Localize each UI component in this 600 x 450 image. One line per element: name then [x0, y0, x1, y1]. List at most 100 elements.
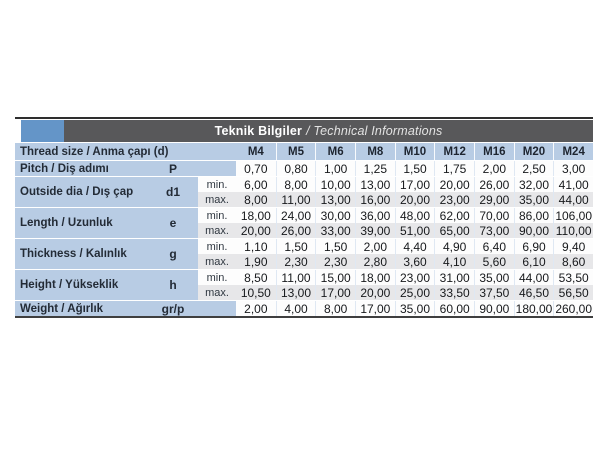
- value-cell: 2,50: [513, 161, 554, 176]
- value-cell: 90,00: [474, 301, 514, 316]
- max-value-cell: 33,00: [315, 223, 355, 238]
- max-value-cell: 16,00: [355, 192, 395, 207]
- max-value-cell: 8,00: [236, 192, 276, 207]
- min-value-cell: 24,00: [275, 208, 316, 223]
- value-cell: 17,00: [355, 301, 395, 316]
- value-cell: 1,50: [394, 161, 435, 176]
- row-label: Thickness / Kalınlık: [15, 239, 148, 269]
- min-value-cell: 15,00: [315, 270, 355, 285]
- value-cell: 1,25: [355, 161, 395, 176]
- min-value-cell: 44,00: [513, 270, 554, 285]
- column-header-m16: M16: [474, 143, 514, 160]
- min-value-cell: 30,00: [315, 208, 355, 223]
- value-cell: 0,80: [275, 161, 316, 176]
- value-cell: 4,00: [275, 301, 316, 316]
- max-value-cell: 2,80: [355, 254, 395, 269]
- row-label: Length / Uzunluk: [15, 208, 148, 238]
- table-body: Thread size / Anma çapı (d) M4 M5 M6 M8 M10 M1…: [15, 143, 593, 316]
- min-label: min.: [198, 177, 236, 192]
- column-header-m4: M4: [236, 143, 276, 160]
- min-value-cell: 4,40: [394, 239, 435, 254]
- min-value-cell: 6,00: [236, 177, 276, 192]
- max-value-cell: 3,60: [394, 254, 435, 269]
- max-value-cell: 11,00: [275, 192, 316, 207]
- column-header-m24: M24: [553, 143, 593, 160]
- table-row-group: Outside dia / Dış çap d1 min. 6,00 8,00 10,00…: [15, 177, 593, 207]
- max-value-cell: 17,00: [315, 285, 355, 300]
- column-header-m6: M6: [315, 143, 355, 160]
- min-value-cell: 53,50: [553, 270, 593, 285]
- column-header-m5: M5: [275, 143, 316, 160]
- max-value-cell: 13,00: [315, 192, 355, 207]
- max-value-cell: 39,00: [355, 223, 395, 238]
- min-value-cell: 23,00: [394, 270, 435, 285]
- table-title: Teknik Bilgiler / Technical Informations: [64, 120, 593, 142]
- min-value-cell: 36,00: [355, 208, 395, 223]
- min-value-cell: 4,90: [434, 239, 474, 254]
- max-value-cell: 25,00: [394, 285, 435, 300]
- min-value-cell: 48,00: [394, 208, 435, 223]
- thread-size-header-row: Thread size / Anma çapı (d) M4 M5 M6 M8 M10 M1…: [15, 143, 593, 160]
- min-value-cell: 8,00: [275, 177, 316, 192]
- max-value-cell: 8,60: [553, 254, 593, 269]
- max-value-cell: 26,00: [275, 223, 316, 238]
- min-value-cell: 9,40: [553, 239, 593, 254]
- max-value-cell: 2,30: [315, 254, 355, 269]
- min-value-cell: 6,40: [474, 239, 514, 254]
- max-value-cell: 4,10: [434, 254, 474, 269]
- max-value-cell: 2,30: [275, 254, 316, 269]
- min-value-cell: 35,00: [474, 270, 514, 285]
- max-value-cell: 23,00: [434, 192, 474, 207]
- column-header-m8: M8: [355, 143, 395, 160]
- thread-size-label: Thread size / Anma çapı (d): [15, 143, 236, 160]
- max-value-cell: 110,00: [553, 223, 593, 238]
- min-value-cell: 10,00: [315, 177, 355, 192]
- min-value-cell: 1,50: [275, 239, 316, 254]
- value-cell: 260,00: [553, 301, 593, 316]
- min-value-cell: 62,00: [434, 208, 474, 223]
- max-value-cell: 20,00: [355, 285, 395, 300]
- max-value-cell: 73,00: [474, 223, 514, 238]
- title-bar-blue-accent: [21, 120, 64, 142]
- table-row-group: Weight / Ağırlık gr/p 2,00 4,00 8,00 17,00 35,…: [15, 301, 593, 316]
- value-cell: 180,00: [513, 301, 554, 316]
- max-value-cell: 90,00: [513, 223, 554, 238]
- max-value-cell: 13,00: [275, 285, 316, 300]
- min-value-cell: 2,00: [355, 239, 395, 254]
- min-value-cell: 18,00: [355, 270, 395, 285]
- max-value-cell: 1,90: [236, 254, 276, 269]
- min-label: min.: [198, 270, 236, 285]
- max-label: max.: [198, 254, 236, 269]
- min-value-cell: 31,00: [434, 270, 474, 285]
- table-row-group: Length / Uzunluk e min. 18,00 24,00 30,00 36,0…: [15, 208, 593, 238]
- table-row-group: Thickness / Kalınlık g min. 1,10 1,50 1,50 2,0…: [15, 239, 593, 269]
- max-value-cell: 51,00: [394, 223, 435, 238]
- row-minmax-spacer: [198, 161, 236, 176]
- row-symbol: h: [148, 270, 198, 300]
- column-header-m12: M12: [434, 143, 474, 160]
- max-value-cell: 20,00: [394, 192, 435, 207]
- min-value-cell: 11,00: [275, 270, 316, 285]
- min-value-cell: 13,00: [355, 177, 395, 192]
- max-value-cell: 20,00: [236, 223, 276, 238]
- table-title-bar: Teknik Bilgiler / Technical Informations: [15, 117, 593, 142]
- value-cell: 2,00: [474, 161, 514, 176]
- max-value-cell: 33,50: [434, 285, 474, 300]
- row-symbol: g: [148, 239, 198, 269]
- max-value-cell: 46,50: [513, 285, 554, 300]
- min-value-cell: 20,00: [434, 177, 474, 192]
- max-value-cell: 65,00: [434, 223, 474, 238]
- min-label: min.: [198, 239, 236, 254]
- table-row-group: Pitch / Diş adımı P 0,70 0,80 1,00 1,25 1,50 1,…: [15, 161, 593, 176]
- row-label: Outside dia / Dış çap: [15, 177, 148, 207]
- row-symbol: d1: [148, 177, 198, 207]
- min-value-cell: 106,00: [553, 208, 593, 223]
- max-value-cell: 35,00: [513, 192, 554, 207]
- min-value-cell: 18,00: [236, 208, 276, 223]
- min-value-cell: 1,50: [315, 239, 355, 254]
- min-value-cell: 41,00: [553, 177, 593, 192]
- row-symbol: e: [148, 208, 198, 238]
- min-value-cell: 26,00: [474, 177, 514, 192]
- min-value-cell: 6,90: [513, 239, 554, 254]
- technical-info-table: Teknik Bilgiler / Technical Informations…: [15, 117, 593, 318]
